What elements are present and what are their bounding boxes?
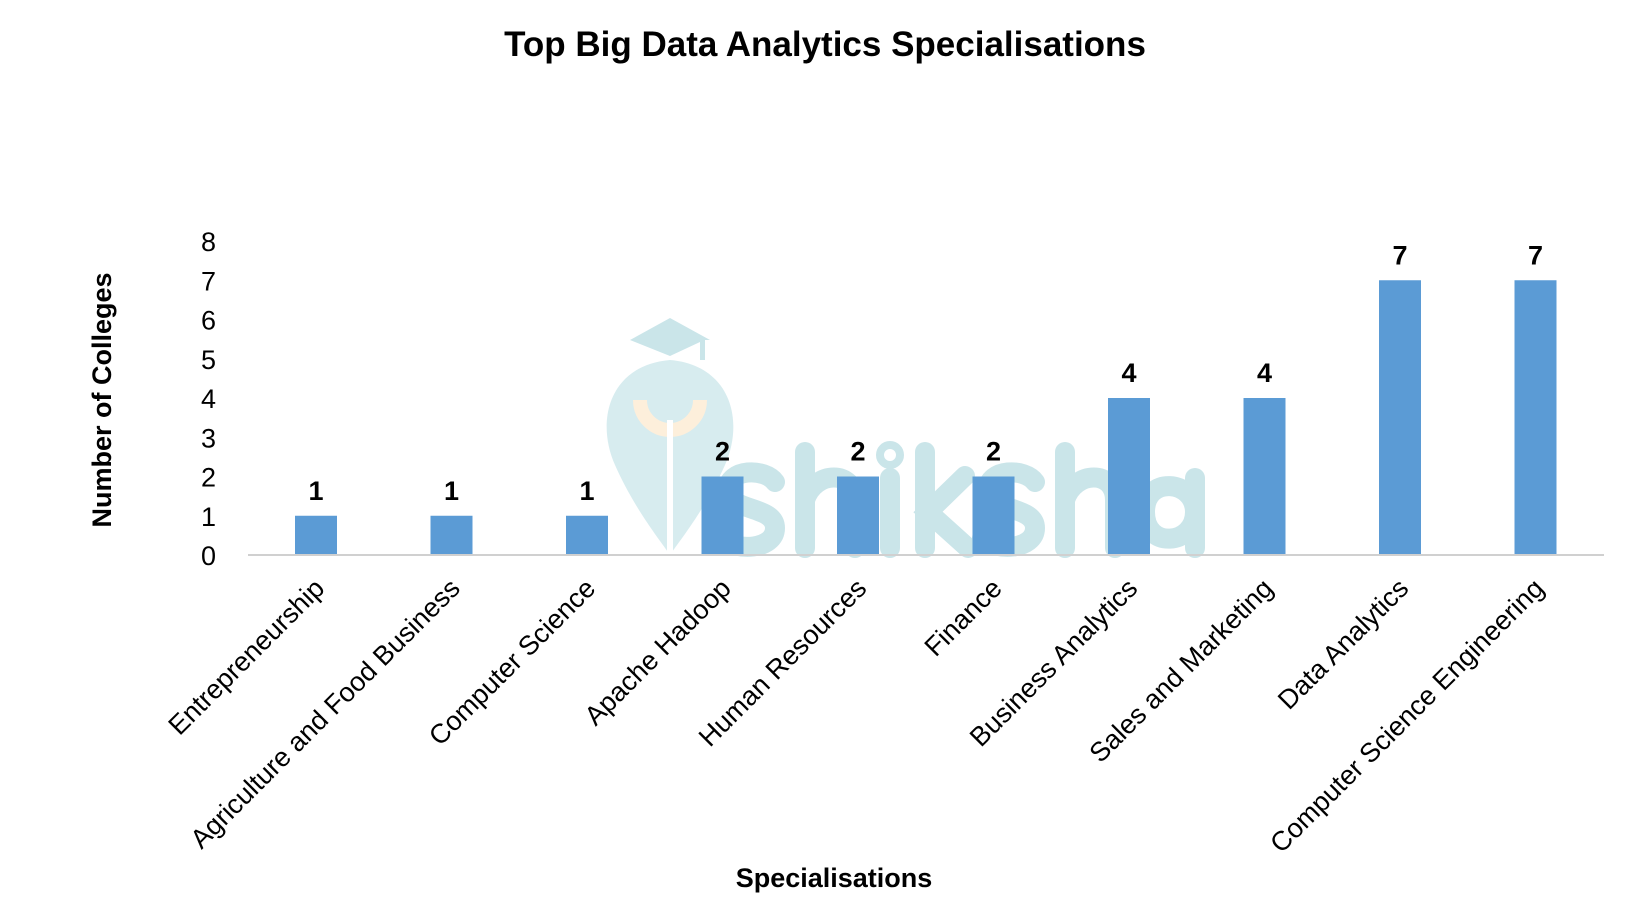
- x-axis-label: Specialisations: [736, 863, 933, 893]
- x-tick-label: Apache Hadoop: [579, 573, 737, 731]
- y-tick-label: 1: [201, 502, 216, 532]
- x-tick-label: Finance: [919, 573, 1008, 662]
- data-label: 4: [1257, 358, 1272, 388]
- data-label: 1: [579, 476, 594, 506]
- x-tick-label: Computer Science Engineering: [1264, 573, 1549, 858]
- data-label: 7: [1528, 240, 1543, 270]
- data-label: 4: [1121, 358, 1136, 388]
- bar: [1379, 280, 1421, 555]
- data-label: 2: [986, 437, 1001, 467]
- y-tick-label: 3: [201, 423, 216, 453]
- bar: [430, 515, 473, 555]
- y-tick-label: 0: [201, 541, 216, 571]
- y-tick-label: 7: [201, 266, 216, 296]
- y-tick-label: 5: [201, 345, 216, 375]
- data-label: 7: [1392, 240, 1407, 270]
- bar: [566, 515, 608, 555]
- bar: [972, 476, 1015, 555]
- y-tick-label: 4: [201, 384, 216, 414]
- bar: [837, 476, 879, 555]
- y-tick-label: 8: [201, 227, 216, 257]
- bar: [1108, 398, 1150, 555]
- bar: [295, 515, 337, 555]
- bar: [701, 476, 744, 555]
- bar: [1243, 398, 1286, 555]
- y-axis-label: Number of Colleges: [87, 272, 117, 527]
- chart-title: Top Big Data Analytics Specialisations: [504, 25, 1146, 64]
- data-label: 2: [715, 437, 730, 467]
- data-label: 1: [308, 476, 323, 506]
- x-tick-label: Agriculture and Food Business: [185, 573, 466, 854]
- data-label: 2: [850, 437, 865, 467]
- y-tick-label: 2: [201, 463, 216, 493]
- data-label: 1: [444, 476, 459, 506]
- bar: [1514, 280, 1557, 555]
- x-tick-label: Data Analytics: [1272, 573, 1414, 715]
- y-tick-label: 6: [201, 306, 216, 336]
- shiksha-watermark-logo: [606, 318, 1205, 558]
